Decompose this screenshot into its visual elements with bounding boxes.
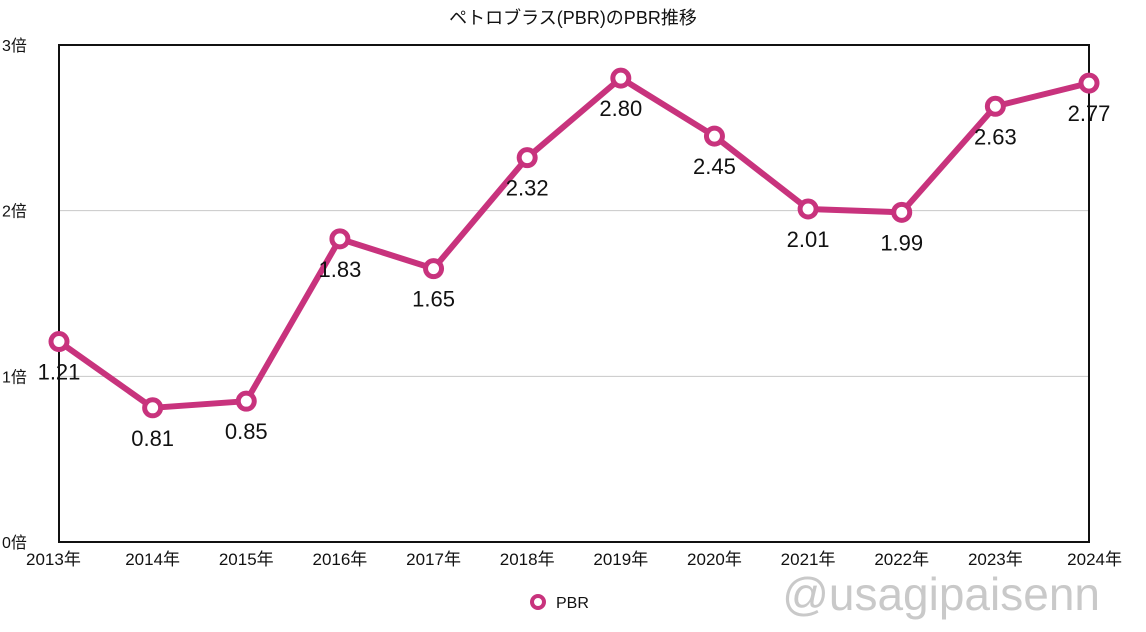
legend-label-pbr: PBR (556, 595, 589, 612)
data-label: 1.83 (318, 257, 361, 282)
data-label: 1.99 (880, 230, 923, 255)
data-label: 2.01 (787, 227, 830, 252)
y-tick-label: 3倍 (2, 37, 27, 55)
data-point (610, 67, 632, 89)
data-label: 2.63 (974, 124, 1017, 149)
x-tick-label: 2020年 (687, 550, 742, 569)
data-label: 2.77 (1068, 101, 1111, 126)
y-tick-label: 2倍 (2, 203, 27, 221)
data-label: 2.45 (693, 154, 736, 179)
data-point (48, 331, 70, 353)
x-tick-label: 2013年 (26, 550, 81, 569)
x-axis-ticks: 2013年 2014年 2015年 2016年 2017年 2018年 2019年 2020年… (26, 550, 1122, 569)
x-tick-label: 2015年 (219, 550, 274, 569)
data-point (984, 95, 1006, 117)
series-layer (48, 67, 1100, 419)
data-point (142, 397, 164, 419)
data-point (797, 198, 819, 220)
data-point (891, 201, 913, 223)
data-label: 1.21 (38, 360, 81, 385)
data-label: 2.80 (599, 96, 642, 121)
x-tick-label: 2024年 (1067, 550, 1122, 569)
data-label: 1.65 (412, 287, 455, 312)
y-axis-ticks: 0倍 1倍 2倍 3倍 (2, 37, 27, 552)
x-tick-label: 2017年 (406, 550, 461, 569)
data-point (329, 228, 351, 250)
data-point (703, 125, 725, 147)
data-label: 2.32 (506, 176, 549, 201)
x-tick-label: 2021年 (781, 550, 836, 569)
watermark: @usagipaisenn (782, 568, 1100, 620)
x-tick-label: 2016年 (312, 550, 367, 569)
x-tick-label: 2019年 (593, 550, 648, 569)
data-point (235, 390, 257, 412)
data-point (516, 147, 538, 169)
y-tick-label: 0倍 (2, 534, 27, 552)
grid-layer (59, 210, 1089, 377)
plot-frame (58, 44, 1090, 543)
x-tick-label: 2018年 (500, 550, 555, 569)
x-tick-label: 2022年 (874, 550, 929, 569)
data-point (423, 258, 445, 280)
x-tick-label: 2014年 (125, 550, 180, 569)
chart-title: ペトロブラス(PBR)のPBR推移 (449, 7, 697, 28)
x-tick-label: 2023年 (968, 550, 1023, 569)
data-label-layer: 1.21 0.81 0.85 1.83 1.65 2.32 2.80 2.45 2.01 1.99… (38, 96, 1111, 451)
legend-marker (530, 594, 546, 610)
data-label: 0.85 (225, 419, 268, 444)
legend: PBR (530, 594, 589, 612)
y-tick-label: 1倍 (2, 368, 27, 386)
data-label: 0.81 (131, 426, 174, 451)
series-line-pbr (56, 75, 1092, 411)
data-point (1078, 72, 1100, 94)
